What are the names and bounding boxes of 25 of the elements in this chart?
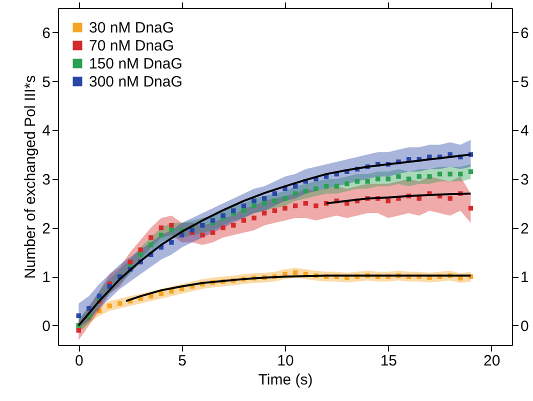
- y2-tick-label: 4: [520, 122, 529, 140]
- y-tick-label: 3: [42, 171, 50, 188]
- legend-label: 70 nM DnaG: [89, 38, 174, 54]
- legend-label: 150 nM DnaG: [89, 56, 182, 72]
- y2-tick-label: 0: [520, 318, 529, 335]
- x-tick-label: 20: [484, 352, 500, 370]
- legend-label: 300 nM DnaG: [89, 74, 182, 90]
- y-tick-label: 6: [42, 24, 50, 42]
- y-tick-label: 2: [42, 220, 50, 238]
- x-tick-label: 15: [380, 352, 398, 370]
- y2-tick-label: 1: [520, 269, 529, 286]
- x-tick-label: 0: [74, 352, 84, 370]
- y-tick-label: 1: [42, 269, 50, 286]
- y2-tick-label: 6: [520, 24, 529, 42]
- y2-tick-label: 2: [520, 220, 529, 238]
- y2-tick-label: 5: [520, 74, 529, 91]
- y-axis-title: Number of exchanged Pol III*s: [22, 75, 40, 279]
- y-tick-label: 0: [42, 318, 50, 335]
- x-tick-label: 10: [277, 352, 294, 370]
- y-tick-label: 5: [42, 74, 50, 91]
- y-tick-label: 4: [42, 122, 50, 140]
- x-axis-title: Time (s): [258, 372, 313, 388]
- legend-label: 30 nM DnaG: [89, 20, 174, 36]
- y2-tick-label: 3: [520, 171, 529, 188]
- x-tick-label: 5: [178, 352, 186, 370]
